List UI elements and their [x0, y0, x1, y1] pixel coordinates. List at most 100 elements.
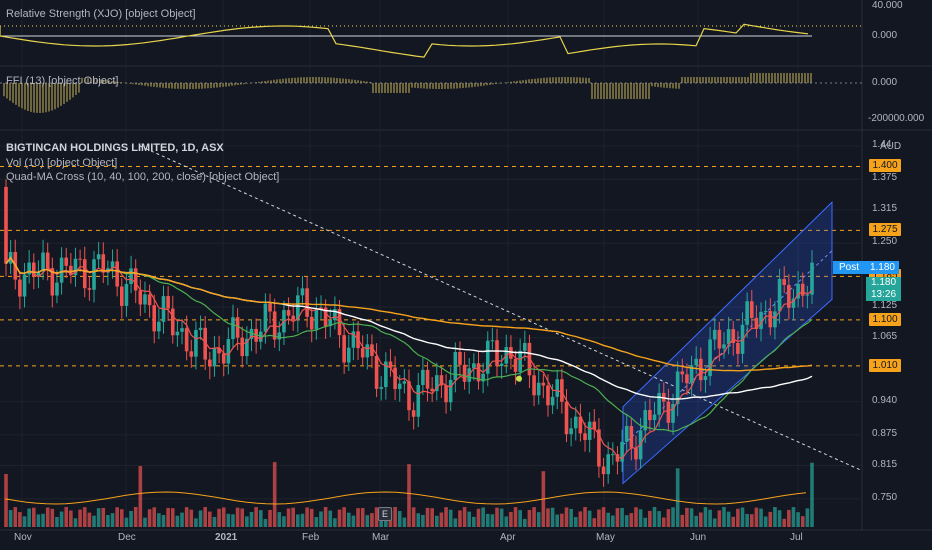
volume-bar	[615, 508, 620, 527]
volume-bar	[411, 507, 416, 527]
candle-body	[578, 416, 583, 434]
volume-bar	[708, 509, 712, 527]
candle-body	[481, 373, 485, 382]
candle-body	[64, 257, 69, 266]
volume-bar	[157, 513, 161, 527]
price-tick-label: 0.875	[872, 427, 898, 439]
volume-bar	[421, 514, 425, 527]
volume-bar	[536, 512, 541, 527]
candle-body	[263, 303, 268, 332]
volume-bar	[740, 507, 745, 527]
volume-bar	[115, 507, 119, 527]
candle-body	[365, 344, 370, 358]
candle-body	[624, 426, 629, 442]
volume-bar	[560, 513, 564, 527]
ma-10-line	[5, 256, 813, 460]
volume-bar	[300, 513, 305, 527]
candle-body	[648, 410, 652, 421]
volume-bar	[694, 515, 698, 527]
level-price-tag: 1.100	[869, 312, 901, 326]
candle-body	[462, 364, 467, 382]
vol-label: Vol (10) [object Object]	[6, 157, 118, 169]
candle-body	[495, 340, 499, 367]
candle-body	[606, 454, 610, 475]
volume-bar	[87, 512, 92, 527]
candle-body	[560, 379, 564, 402]
month-label: Jul	[790, 532, 803, 543]
volume-bar	[777, 510, 782, 527]
candle-body	[120, 286, 124, 306]
candle-body	[300, 288, 305, 296]
volume-bar	[346, 512, 351, 527]
price-tick-label: 1.44	[872, 139, 892, 150]
month-label: Nov	[14, 532, 32, 543]
volume-bar	[601, 507, 606, 527]
candle-body	[393, 367, 397, 389]
volume-bar	[434, 515, 439, 527]
volume-bar	[638, 509, 643, 527]
candle-body	[805, 294, 810, 296]
ffi-tick-bottom: -200000.000	[868, 113, 925, 124]
volume-bar	[152, 507, 157, 527]
volume-bar	[124, 517, 129, 527]
volume-bar	[129, 510, 133, 527]
volume-bar	[282, 516, 286, 527]
volume-bar	[583, 507, 587, 527]
volume-bar	[467, 511, 472, 527]
volume-bar	[22, 516, 27, 527]
volume-bar	[96, 508, 101, 527]
volume-bar	[712, 518, 717, 527]
candle-body	[59, 257, 64, 283]
volume-bar	[495, 507, 499, 527]
volume-bar	[31, 507, 36, 527]
volume-bar	[416, 513, 421, 527]
candle-body	[346, 347, 351, 363]
candle-body	[453, 351, 458, 380]
volume-bar	[194, 518, 198, 527]
volume-bar	[258, 510, 263, 527]
candle-body	[198, 327, 203, 331]
candle-body	[536, 382, 541, 396]
candle-body	[583, 433, 587, 440]
volume-bar	[629, 513, 634, 527]
candle-body	[231, 317, 235, 340]
volume-bar	[286, 508, 291, 527]
level-price-tag: 1.400	[869, 159, 901, 173]
candle-body	[416, 384, 421, 417]
volume-bar	[569, 508, 573, 527]
volume-bar	[689, 508, 694, 527]
candle-body	[69, 265, 73, 276]
volume-bar	[342, 507, 346, 527]
candle-body	[434, 375, 439, 392]
candle-body	[629, 426, 634, 448]
volume-bar	[370, 513, 374, 527]
volume-bar	[671, 507, 675, 527]
volume-bar	[787, 509, 791, 527]
price-tick-label: 0.940	[872, 394, 898, 406]
volume-bar	[138, 466, 143, 527]
ffi-tick-zero: 0.000	[872, 77, 898, 88]
candle-body	[296, 295, 300, 320]
candle-body	[291, 315, 295, 320]
volume-bar	[175, 515, 180, 527]
volume-bar	[453, 518, 458, 527]
candle-body	[694, 358, 698, 366]
candle-body	[777, 278, 782, 312]
volume-bar	[45, 507, 50, 527]
earnings-marker[interactable]: E	[378, 507, 392, 521]
candle-body	[620, 441, 624, 462]
volume-bar	[620, 507, 624, 527]
post-price-badge: Post 1.180	[833, 261, 899, 274]
volume-bar	[110, 513, 115, 527]
candle-body	[92, 259, 96, 290]
candle-body	[286, 310, 291, 316]
volume-bar	[226, 513, 231, 527]
volume-bar	[782, 518, 787, 527]
candle-body	[532, 375, 536, 396]
volume-bar	[203, 507, 207, 527]
volume-bar	[314, 517, 319, 527]
candle-body	[796, 283, 800, 299]
volume-bar	[736, 508, 740, 527]
price-tick-label: 1.315	[872, 202, 898, 214]
